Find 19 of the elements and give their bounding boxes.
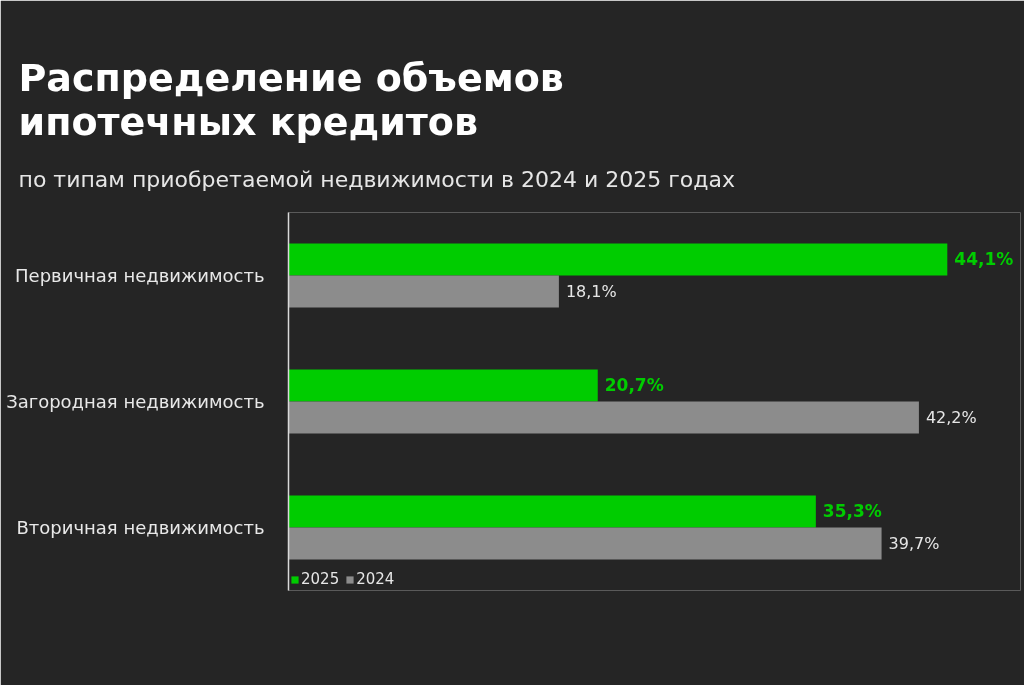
chart-subtitle: по типам приобретаемой недвижимости в 2024 и 2025 годах [18,166,735,192]
legend-label: 2025 [301,570,340,588]
chart-title: Распределение объемов ипотечных кредитов [18,55,564,144]
data-label: 20,7% [604,375,664,396]
legend-label: 2024 [356,570,395,588]
data-label: 35,3% [822,501,882,522]
y-tick-label: Загородная недвижимость [6,391,265,412]
data-label: 18,1% [565,282,617,301]
y-tick-label: Вторичная недвижимость [16,517,265,538]
data-label: 42,2% [925,408,977,427]
bar [288,495,816,528]
data-label: 44,1% [954,249,1014,270]
y-tick-label: Первичная недвижимость [15,265,265,286]
bar [288,243,948,276]
data-label: 39,7% [888,534,940,553]
bar [288,401,919,434]
bar [288,369,598,402]
bar [288,275,559,308]
bar [288,527,882,560]
